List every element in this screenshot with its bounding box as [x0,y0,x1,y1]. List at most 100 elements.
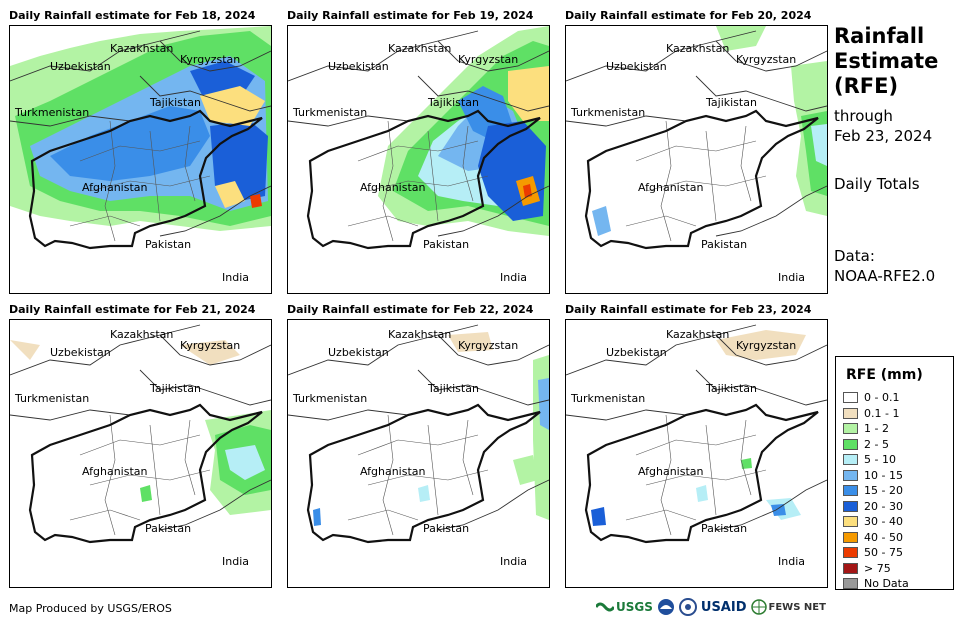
map-graphic: Kazakhstan Kyrgyzstan Uzbekistan Tajikis… [566,26,827,284]
rainfall-map: Kazakhstan Kyrgyzstan Uzbekistan Tajikis… [9,319,272,588]
legend-swatch [843,407,858,419]
country-label: Kyrgyzstan [180,339,240,352]
legend-swatch [843,485,858,497]
panel-title: Daily Rainfall estimate for Feb 21, 2024 [9,303,256,316]
legend-swatch [843,454,858,466]
partner-logos: USGS USAID FEWS NET [596,598,826,616]
country-label: Tajikistan [149,382,201,395]
rain-overlay [592,26,827,236]
panel-title: Daily Rainfall estimate for Feb 19, 2024 [287,9,534,22]
legend-label: 5 - 10 [864,453,896,467]
country-label: Uzbekistan [328,60,389,73]
main-title: Rainfall Estimate (RFE) [834,24,938,99]
country-label: Uzbekistan [50,346,111,359]
afghanistan-outline [28,403,263,544]
map-graphic: Kazakhstan Kyrgyzstan Uzbekistan Tajikis… [566,324,827,568]
logo-text: USAID [700,599,747,615]
legend-swatch [843,516,858,528]
country-label: India [222,555,249,568]
panel-title: Daily Rainfall estimate for Feb 20, 2024 [565,9,812,22]
country-label: Uzbekistan [50,60,111,73]
rain-overlay [313,332,549,526]
country-label: Kazakhstan [666,42,729,55]
legend-swatch [843,438,858,450]
afghanistan-outline [28,109,263,250]
legend-label: 30 - 40 [864,515,903,529]
country-label: Tajikistan [427,96,479,109]
legend-item: 15 - 20 [843,483,909,499]
legend-label: 50 - 75 [864,546,903,560]
country-label: Afghanistan [82,465,148,478]
legend-item: 10 - 15 [843,468,909,484]
usgs-wave-icon [596,602,614,612]
rainfall-map: Kazakhstan Kyrgyzstan Uzbekistan Tajikis… [565,25,828,294]
country-borders [288,324,549,531]
country-borders [10,324,271,531]
afghanistan-outline [584,403,819,544]
country-label: Kyrgyzstan [458,339,518,352]
fewsnet-logo: FEWS NET [750,599,826,615]
country-label: Turkmenistan [292,106,367,119]
country-label: Pakistan [423,238,469,251]
legend-swatch [843,578,858,590]
admin-boundaries [69,414,211,536]
legend-title: RFE (mm) [846,367,923,383]
country-label: Kazakhstan [388,42,451,55]
country-label: Afghanistan [638,465,704,478]
legend-swatch [843,547,858,559]
legend-item: 40 - 50 [843,530,909,546]
country-label: Pakistan [423,522,469,535]
rain-overlay [10,26,271,231]
legend-label: > 75 [864,561,891,575]
legend-swatch [843,392,858,404]
country-label: Kyrgyzstan [736,53,796,66]
data-source: NOAA-RFE2.0 [834,267,936,285]
data-label: Data: [834,247,875,265]
rainfall-map: Kazakhstan Kyrgyzstan Uzbekistan Tajikis… [565,319,828,588]
legend-item: 5 - 10 [843,452,909,468]
legend-label: 0 - 0.1 [864,391,900,405]
noaa-seal-icon [657,599,674,615]
rainfall-map: Kazakhstan Kyrgyzstan Uzbekistan Tajikis… [9,25,272,294]
country-label: Turkmenistan [570,392,645,405]
country-borders [566,324,827,531]
rainfall-map: Kazakhstan Kyrgyzstan Uzbekistan Tajikis… [287,319,550,588]
panel-title: Daily Rainfall estimate for Feb 18, 2024 [9,9,256,22]
country-label: Turkmenistan [14,392,89,405]
panel-title: Daily Rainfall estimate for Feb 22, 2024 [287,303,534,316]
country-label: Kazakhstan [388,328,451,341]
country-label: Pakistan [145,238,191,251]
legend-swatch [843,500,858,512]
legend-label: 2 - 5 [864,437,889,451]
country-label: Uzbekistan [328,346,389,359]
legend-item: 1 - 2 [843,421,909,437]
map-graphic: Kazakhstan Kyrgyzstan Uzbekistan Tajikis… [10,26,271,284]
country-label: Pakistan [701,238,747,251]
rain-overlay [10,340,271,515]
country-borders [566,30,827,237]
country-label: Afghanistan [360,181,426,194]
country-label: Kyrgyzstan [458,53,518,66]
doi-logo [678,598,697,616]
country-label: Pakistan [145,522,191,535]
country-label: Turkmenistan [570,106,645,119]
usaid-logo: USAID [701,600,747,615]
title-line: Rainfall [834,24,925,48]
panel-title: Daily Rainfall estimate for Feb 23, 2024 [565,303,812,316]
map-graphic: Kazakhstan Kyrgyzstan Uzbekistan Tajikis… [288,26,549,284]
legend-item: 20 - 30 [843,499,909,515]
legend-label: 0.1 - 1 [864,406,900,420]
map-graphic: Kazakhstan Kyrgyzstan Uzbekistan Tajikis… [10,324,271,568]
through-label: through [834,107,893,125]
country-label: Tajikistan [427,382,479,395]
admin-boundaries [625,120,767,242]
country-label: Pakistan [701,522,747,535]
legend-label: 20 - 30 [864,499,903,513]
country-label: India [778,555,805,568]
legend-item: No Data [843,576,909,592]
country-label: Kyrgyzstan [736,339,796,352]
afghanistan-outline [306,109,541,250]
country-label: Kazakhstan [110,328,173,341]
